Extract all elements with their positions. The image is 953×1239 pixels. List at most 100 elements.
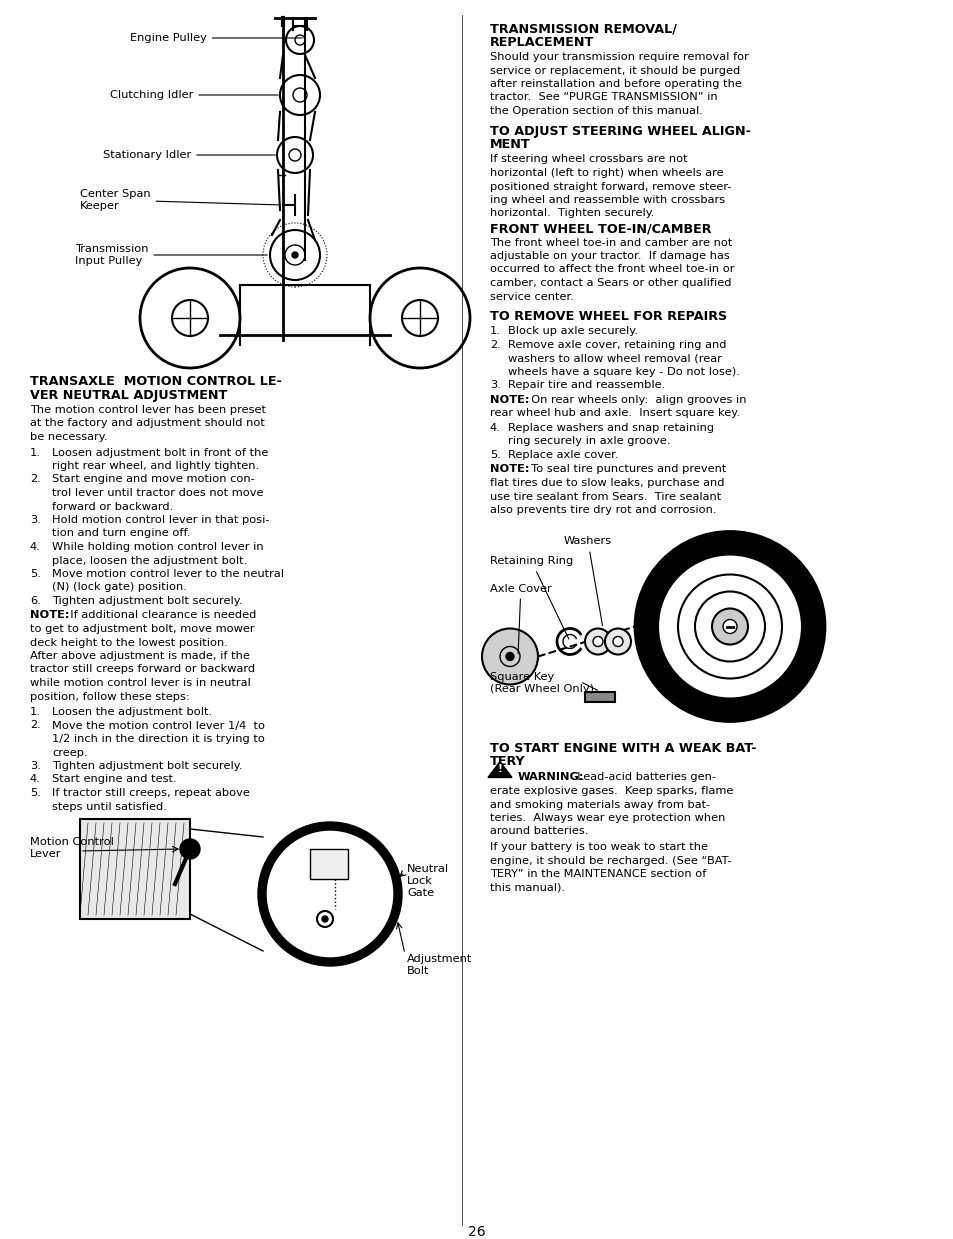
- Text: tion and turn engine off.: tion and turn engine off.: [52, 529, 191, 539]
- Circle shape: [481, 628, 537, 684]
- Text: 2.: 2.: [30, 475, 41, 484]
- Circle shape: [505, 653, 514, 660]
- Text: REPLACEMENT: REPLACEMENT: [490, 36, 594, 48]
- Text: 4.: 4.: [30, 541, 41, 553]
- Text: 5.: 5.: [30, 569, 41, 579]
- Text: washers to allow wheel removal (rear: washers to allow wheel removal (rear: [507, 353, 721, 363]
- Text: TO ADJUST STEERING WHEEL ALIGN-: TO ADJUST STEERING WHEEL ALIGN-: [490, 124, 750, 138]
- Text: If tractor still creeps, repeat above: If tractor still creeps, repeat above: [52, 788, 250, 798]
- Text: 3.: 3.: [490, 380, 500, 390]
- Circle shape: [635, 532, 824, 721]
- Text: Should your transmission require removal for: Should your transmission require removal…: [490, 52, 748, 62]
- Text: 4.: 4.: [490, 422, 500, 432]
- Text: be necessary.: be necessary.: [30, 432, 108, 442]
- Text: at the factory and adjustment should not: at the factory and adjustment should not: [30, 419, 265, 429]
- Text: 5.: 5.: [490, 450, 500, 460]
- Text: erate explosive gases.  Keep sparks, flame: erate explosive gases. Keep sparks, flam…: [490, 786, 733, 795]
- Text: flat tires due to slow leaks, purchase and: flat tires due to slow leaks, purchase a…: [490, 478, 723, 488]
- Text: also prevents tire dry rot and corrosion.: also prevents tire dry rot and corrosion…: [490, 506, 716, 515]
- Text: service center.: service center.: [490, 291, 574, 301]
- Text: camber, contact a Sears or other qualified: camber, contact a Sears or other qualifi…: [490, 278, 731, 287]
- Polygon shape: [488, 762, 512, 778]
- Text: WARNING:: WARNING:: [517, 772, 584, 783]
- Text: 3.: 3.: [30, 515, 41, 525]
- Text: To seal tire punctures and prevent: To seal tire punctures and prevent: [523, 465, 725, 475]
- Text: Block up axle securely.: Block up axle securely.: [507, 327, 638, 337]
- Text: TO REMOVE WHEEL FOR REPAIRS: TO REMOVE WHEEL FOR REPAIRS: [490, 310, 726, 323]
- Text: steps until satisfied.: steps until satisfied.: [52, 802, 167, 812]
- Text: 1.: 1.: [490, 327, 500, 337]
- Text: NOTE:: NOTE:: [30, 611, 70, 621]
- Text: Lead-acid batteries gen-: Lead-acid batteries gen-: [569, 772, 716, 783]
- Circle shape: [658, 555, 801, 699]
- Text: ing wheel and reassemble with crossbars: ing wheel and reassemble with crossbars: [490, 195, 724, 204]
- Text: Motion Control: Motion Control: [30, 838, 113, 847]
- Circle shape: [584, 628, 610, 654]
- Text: Remove axle cover, retaining ring and: Remove axle cover, retaining ring and: [507, 339, 726, 349]
- Text: positioned straight forward, remove steer-: positioned straight forward, remove stee…: [490, 181, 731, 192]
- Text: TO START ENGINE WITH A WEAK BAT-: TO START ENGINE WITH A WEAK BAT-: [490, 741, 756, 755]
- Text: 1.: 1.: [30, 447, 41, 457]
- Circle shape: [722, 620, 737, 633]
- Text: Repair tire and reassemble.: Repair tire and reassemble.: [507, 380, 664, 390]
- Text: 2.: 2.: [30, 721, 41, 731]
- Text: horizontal.  Tighten securely.: horizontal. Tighten securely.: [490, 208, 654, 218]
- Text: If steering wheel crossbars are not: If steering wheel crossbars are not: [490, 155, 687, 165]
- Text: deck height to the lowest position.: deck height to the lowest position.: [30, 638, 228, 648]
- Circle shape: [180, 839, 200, 859]
- Text: ring securely in axle groove.: ring securely in axle groove.: [507, 436, 670, 446]
- Text: tractor.  See “PURGE TRANSMISSION” in: tractor. See “PURGE TRANSMISSION” in: [490, 93, 717, 103]
- Text: Start engine and move motion con-: Start engine and move motion con-: [52, 475, 254, 484]
- Circle shape: [322, 916, 328, 922]
- Circle shape: [266, 830, 394, 958]
- Text: NOTE:: NOTE:: [490, 465, 529, 475]
- Text: Transmission
Input Pulley: Transmission Input Pulley: [75, 244, 267, 266]
- Text: forward or backward.: forward or backward.: [52, 502, 173, 512]
- Text: Loosen the adjustment bolt.: Loosen the adjustment bolt.: [52, 707, 212, 717]
- Bar: [310, 849, 348, 878]
- Text: Replace washers and snap retaining: Replace washers and snap retaining: [507, 422, 714, 432]
- Text: The motion control lever has been preset: The motion control lever has been preset: [30, 405, 266, 415]
- Text: VER NEUTRAL ADJUSTMENT: VER NEUTRAL ADJUSTMENT: [30, 389, 227, 401]
- Text: TRANSMISSION REMOVAL/: TRANSMISSION REMOVAL/: [490, 22, 677, 35]
- Text: after reinstallation and before operating the: after reinstallation and before operatin…: [490, 79, 741, 89]
- Text: Center Span
Keeper: Center Span Keeper: [80, 190, 280, 211]
- Bar: [584, 691, 615, 701]
- Text: adjustable on your tractor.  If damage has: adjustable on your tractor. If damage ha…: [490, 252, 729, 261]
- Text: Lock: Lock: [407, 876, 433, 886]
- Text: 6.: 6.: [30, 596, 41, 606]
- Text: On rear wheels only:  align grooves in: On rear wheels only: align grooves in: [523, 395, 745, 405]
- Text: 26: 26: [468, 1225, 485, 1239]
- Text: Neutral: Neutral: [407, 864, 449, 873]
- Text: Square Key: Square Key: [490, 672, 554, 681]
- Text: (Rear Wheel Only): (Rear Wheel Only): [490, 684, 594, 694]
- Circle shape: [593, 637, 602, 647]
- Text: 1.: 1.: [30, 707, 41, 717]
- Text: Tighten adjustment bolt securely.: Tighten adjustment bolt securely.: [52, 761, 242, 771]
- Circle shape: [711, 608, 747, 644]
- Text: teries.  Always wear eye protection when: teries. Always wear eye protection when: [490, 813, 724, 823]
- Text: Gate: Gate: [407, 888, 434, 898]
- Text: Loosen adjustment bolt in front of the: Loosen adjustment bolt in front of the: [52, 447, 268, 457]
- Text: the Operation section of this manual.: the Operation section of this manual.: [490, 107, 702, 116]
- Text: rear wheel hub and axle.  Insert square key.: rear wheel hub and axle. Insert square k…: [490, 409, 740, 419]
- Text: wheels have a square key - Do not lose).: wheels have a square key - Do not lose).: [507, 367, 740, 377]
- Text: occurred to affect the front wheel toe-in or: occurred to affect the front wheel toe-i…: [490, 264, 734, 275]
- Text: Start engine and test.: Start engine and test.: [52, 774, 176, 784]
- Text: to get to adjustment bolt, move mower: to get to adjustment bolt, move mower: [30, 624, 254, 634]
- Text: 1/2 inch in the direction it is trying to: 1/2 inch in the direction it is trying t…: [52, 733, 265, 743]
- Text: this manual).: this manual).: [490, 882, 564, 892]
- Bar: [80, 819, 190, 919]
- Text: Bolt: Bolt: [407, 966, 429, 976]
- Text: Stationary Idler: Stationary Idler: [103, 150, 274, 160]
- Text: Clutching Idler: Clutching Idler: [110, 90, 278, 100]
- Text: Replace axle cover.: Replace axle cover.: [507, 450, 618, 460]
- Text: 3.: 3.: [30, 761, 41, 771]
- Text: Tighten adjustment bolt securely.: Tighten adjustment bolt securely.: [52, 596, 242, 606]
- Text: If additional clearance is needed: If additional clearance is needed: [63, 611, 256, 621]
- Text: 2.: 2.: [490, 339, 500, 349]
- Text: creep.: creep.: [52, 747, 88, 757]
- Text: around batteries.: around batteries.: [490, 826, 588, 836]
- Text: 4.: 4.: [30, 774, 41, 784]
- Text: Retaining Ring: Retaining Ring: [490, 556, 573, 639]
